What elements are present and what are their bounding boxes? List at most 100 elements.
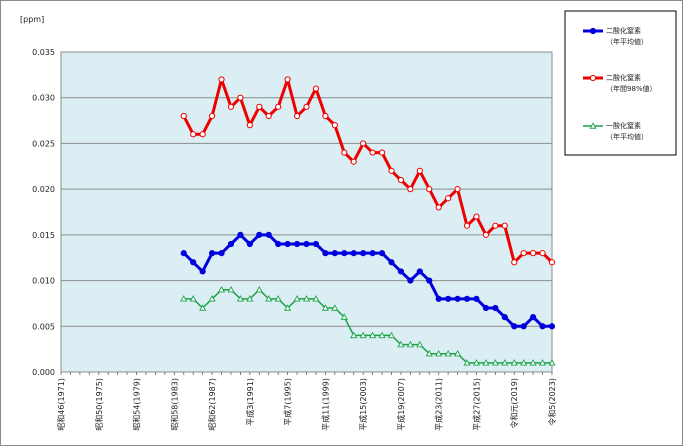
data-point	[388, 167, 395, 174]
series-layer	[180, 76, 556, 366]
data-point	[548, 359, 556, 366]
data-point	[331, 304, 339, 311]
data-point	[208, 295, 216, 302]
data-point	[463, 295, 471, 302]
series-3	[180, 285, 556, 366]
data-point	[284, 240, 291, 248]
data-point	[293, 112, 301, 120]
data-point	[236, 295, 244, 302]
data-point	[255, 285, 263, 293]
x-tick-label: 昭和62(1987)	[208, 378, 217, 431]
data-point	[463, 222, 471, 229]
data-point	[360, 140, 367, 147]
y-tick-label: 0.010	[32, 277, 55, 286]
series-2	[180, 76, 556, 266]
data-point	[548, 259, 556, 266]
series-line	[183, 288, 552, 364]
data-point	[472, 359, 481, 366]
data-point	[227, 240, 235, 248]
data-point	[321, 304, 329, 311]
data-point	[227, 285, 235, 293]
data-point	[454, 349, 462, 357]
data-point	[539, 250, 546, 257]
data-point	[501, 359, 509, 366]
y-tick-label: 0.020	[32, 185, 55, 194]
legend-item-2: 二酸化窒素 （年間98%値）	[583, 73, 657, 93]
x-tick-label: 平成7(1995)	[283, 378, 293, 426]
data-point	[218, 250, 225, 257]
data-point	[435, 204, 442, 211]
gridlines	[61, 97, 552, 327]
x-tick-label: 平成11(1999)	[320, 378, 330, 431]
x-tick-label: 昭和46(1971)	[57, 378, 66, 431]
data-point	[520, 250, 527, 257]
data-point	[445, 195, 452, 202]
data-point	[369, 331, 377, 339]
y-axis-ticks: 0.000 0.005 0.010 0.015 0.020 0.025 0.030 0.035	[32, 48, 55, 377]
data-point	[246, 240, 253, 248]
data-point	[350, 158, 357, 165]
data-point	[293, 295, 301, 302]
data-point	[284, 76, 291, 83]
data-point	[501, 222, 508, 229]
data-point	[274, 295, 282, 302]
data-point	[406, 340, 414, 348]
legend-item-1: 二酸化窒素 （年平均値）	[583, 26, 648, 46]
data-point	[378, 331, 386, 339]
data-point	[529, 359, 537, 366]
plot-area	[60, 51, 553, 373]
data-point	[227, 103, 235, 110]
x-tick-label: 平成15(2003)	[358, 378, 368, 431]
series-line	[182, 233, 552, 328]
data-point	[340, 313, 348, 320]
data-point	[246, 295, 254, 302]
y-tick-label: 0.005	[32, 322, 55, 331]
data-point	[463, 359, 471, 366]
data-point	[199, 268, 206, 275]
data-point	[387, 331, 396, 339]
data-point	[369, 250, 376, 257]
data-point	[407, 277, 414, 284]
data-point	[189, 295, 197, 302]
data-point	[341, 149, 348, 156]
data-point	[190, 131, 197, 138]
y-unit-label: [ppm]	[20, 15, 44, 24]
data-point	[492, 222, 499, 229]
data-point	[208, 112, 216, 120]
data-point	[435, 295, 442, 302]
data-point	[246, 122, 253, 129]
x-tick-label: 平成3(1991)	[245, 378, 255, 426]
data-point	[256, 231, 263, 238]
data-point	[303, 240, 310, 248]
legend-sublabel: （年平均値）	[606, 37, 648, 46]
data-point	[378, 250, 386, 257]
data-point	[359, 331, 367, 339]
data-point	[520, 359, 528, 366]
data-point	[180, 112, 187, 120]
legend-marker	[589, 74, 597, 82]
data-point	[482, 231, 490, 238]
data-point	[538, 359, 547, 366]
data-point	[548, 323, 556, 330]
x-tick-label: 平成27(2015)	[471, 378, 481, 431]
series-line	[182, 77, 554, 264]
data-point	[322, 112, 329, 120]
x-tick-label: 令和元(2019)	[509, 378, 519, 429]
data-point	[501, 314, 508, 321]
data-point	[397, 176, 405, 184]
x-tick-label: 平成23(2011)	[434, 378, 444, 431]
data-point	[397, 268, 405, 275]
data-point	[445, 295, 452, 302]
data-point	[312, 295, 320, 302]
x-tick-label: 令和5(2023)	[547, 378, 557, 426]
data-point	[293, 240, 301, 248]
data-point	[511, 323, 518, 330]
x-axis-ticks: 昭和46(1971) 昭和50(1975) 昭和54(1979) 昭和58(1983)…	[57, 372, 557, 431]
data-point	[416, 340, 424, 348]
data-point	[530, 314, 537, 321]
data-point	[407, 186, 414, 193]
data-point	[331, 250, 338, 257]
data-point	[218, 76, 225, 83]
data-point	[350, 331, 358, 339]
legend-label: 一酸化窒素	[606, 121, 641, 130]
